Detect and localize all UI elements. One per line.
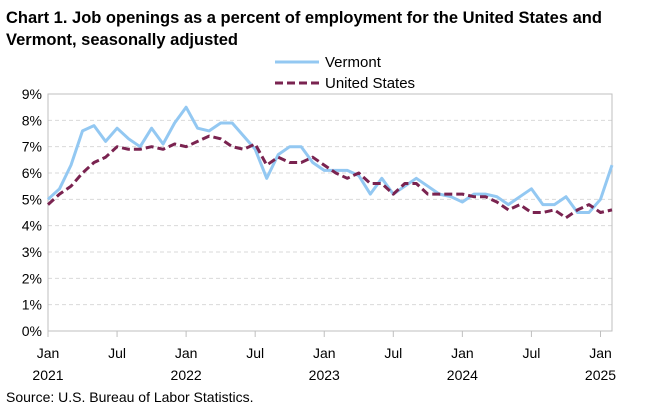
legend: Vermont United States [275, 54, 415, 92]
y-tick-label: 2% [22, 270, 42, 286]
source-note: Source: U.S. Bureau of Labor Statistics. [6, 389, 254, 405]
legend-label: United States [325, 75, 415, 92]
y-tick-label: 4% [22, 218, 42, 234]
x-axis-ticks: Jan 2021 Jul Jan 2022 Jul Jan 2023 Jul Jan 2024 Jul… [32, 331, 616, 383]
x-tick-year: 2025 [585, 367, 616, 383]
x-tick-label: Jan [175, 345, 198, 361]
gridlines [47, 93, 613, 332]
x-tick-label: Jan [589, 345, 612, 361]
y-tick-label: 0% [22, 323, 42, 339]
y-tick-label: 6% [22, 165, 42, 181]
series-lines [46, 105, 614, 220]
x-tick-label: Jul [108, 345, 126, 361]
y-tick-label: 1% [22, 297, 42, 313]
series-line-vermont [46, 105, 614, 214]
y-tick-label: 7% [22, 139, 42, 155]
x-tick-label: Jan [37, 345, 60, 361]
series-line-united-states [46, 134, 613, 220]
y-tick-label: 9% [22, 86, 42, 102]
x-tick-label: Jul [384, 345, 402, 361]
plot-border [47, 93, 613, 332]
chart-title: Chart 1. Job openings as a percent of em… [6, 9, 602, 49]
x-tick-year: 2022 [171, 367, 202, 383]
x-tick-label: Jan [451, 345, 474, 361]
x-tick-year: 2023 [309, 367, 340, 383]
x-tick-year: 2024 [447, 367, 478, 383]
x-tick-label: Jul [522, 345, 540, 361]
x-tick-year: 2021 [32, 367, 63, 383]
x-tick-label: Jul [246, 345, 264, 361]
y-tick-label: 8% [22, 112, 42, 128]
y-tick-label: 3% [22, 244, 42, 260]
legend-label: Vermont [325, 54, 382, 71]
x-tick-label: Jan [313, 345, 336, 361]
y-tick-label: 5% [22, 191, 42, 207]
y-axis-ticks: 0% 1% 2% 3% 4% 5% 6% 7% 8% 9% [22, 86, 42, 339]
